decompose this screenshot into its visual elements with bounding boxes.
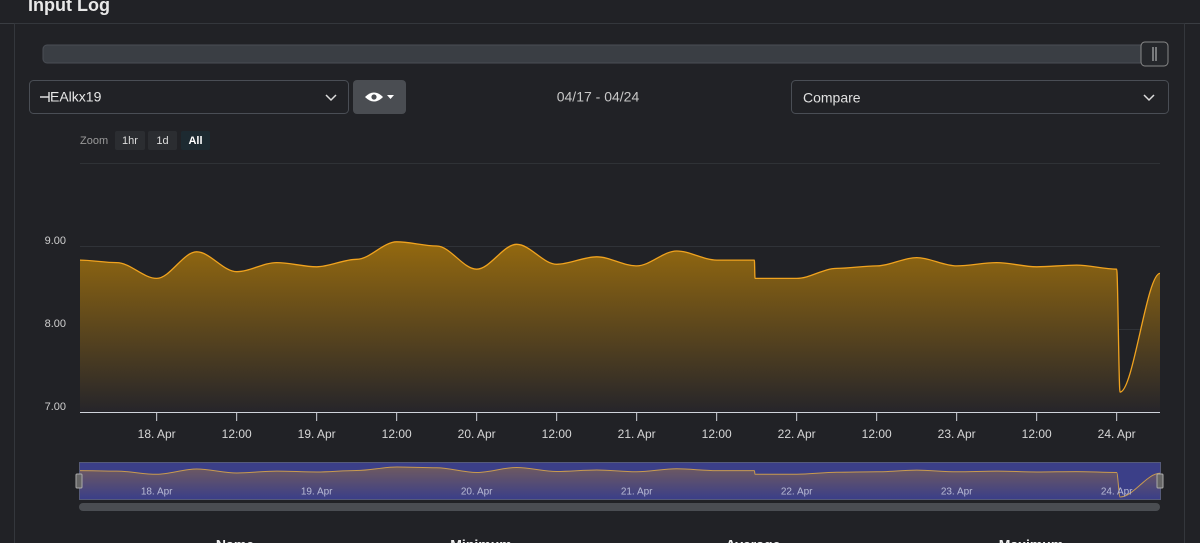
device-icon bbox=[40, 92, 50, 102]
navigator-label: 24. Apr bbox=[1101, 487, 1133, 498]
navigator-handle[interactable] bbox=[1156, 473, 1164, 489]
navigator-series: 18. Apr 19. Apr 20. Apr 21. Apr 22. Apr 23. A… bbox=[79, 466, 1161, 499]
navigator-line bbox=[79, 466, 1161, 498]
column-header: Maximum bbox=[999, 537, 1064, 543]
y-tick-label: 8.00 bbox=[45, 318, 66, 330]
navigator-handle[interactable] bbox=[75, 473, 83, 489]
x-tick-label: 18. Apr bbox=[138, 427, 176, 441]
plot: 7.00 8.00 9.00 18. Apr 12:00 19. Apr 12:00 20. … bbox=[45, 235, 1161, 441]
navigator-label: 18. Apr bbox=[141, 487, 173, 498]
x-tick-label: 21. Apr bbox=[618, 427, 656, 441]
series-line bbox=[79, 241, 1161, 393]
navigator-label: 21. Apr bbox=[621, 487, 653, 498]
scrollbar[interactable] bbox=[79, 503, 1160, 511]
slider-handle[interactable] bbox=[1140, 41, 1169, 67]
x-tick-label: 20. Apr bbox=[458, 427, 496, 441]
chevron bbox=[325, 94, 337, 102]
chevron bbox=[1143, 94, 1155, 102]
x-tick-label: 12:00 bbox=[222, 427, 252, 441]
x-tick-label: 12:00 bbox=[1022, 427, 1052, 441]
x-tick-label: 19. Apr bbox=[298, 427, 336, 441]
zoom-button[interactable] bbox=[115, 131, 145, 150]
range-slider[interactable] bbox=[42, 44, 1168, 64]
column-header: Name bbox=[216, 537, 254, 543]
device-select[interactable] bbox=[29, 80, 349, 114]
zoom-button[interactable] bbox=[181, 131, 210, 150]
date-range: 04/17 - 04/24 bbox=[557, 89, 640, 105]
x-tick-label: 22. Apr bbox=[778, 427, 816, 441]
x-tick-label: 23. Apr bbox=[938, 427, 976, 441]
device-name: EAlkx19 bbox=[50, 89, 102, 105]
column-header: Minimum bbox=[450, 537, 511, 543]
navigator-label: 20. Apr bbox=[461, 487, 493, 498]
x-tick-label: 12:00 bbox=[542, 427, 572, 441]
zoom-button[interactable] bbox=[148, 131, 177, 150]
x-tick-label: 12:00 bbox=[862, 427, 892, 441]
y-tick-label: 7.00 bbox=[45, 401, 66, 413]
navigator-label: 19. Apr bbox=[301, 487, 333, 498]
zoom-option: All bbox=[188, 135, 202, 147]
x-tick-label: 12:00 bbox=[702, 427, 732, 441]
x-tick-label: 24. Apr bbox=[1098, 427, 1136, 441]
compare-select[interactable] bbox=[791, 80, 1169, 114]
eye-pupil bbox=[371, 94, 377, 100]
navigator-label: 23. Apr bbox=[941, 487, 973, 498]
compare-label: Compare bbox=[803, 90, 861, 106]
panel bbox=[14, 23, 1185, 543]
stats-table-header: Name Minimum Average Maximum bbox=[216, 537, 1063, 543]
x-tick-label: 12:00 bbox=[382, 427, 412, 441]
page-title: Input Log bbox=[28, 0, 110, 15]
y-tick-label: 9.00 bbox=[45, 235, 66, 247]
navigator-label: 22. Apr bbox=[781, 487, 813, 498]
zoom-label: Zoom bbox=[80, 135, 108, 147]
column-header: Average bbox=[726, 537, 781, 543]
area-fill bbox=[80, 241, 1160, 412]
zoom-option: 1d bbox=[156, 135, 168, 147]
caret bbox=[387, 95, 394, 99]
zoom-group: 1hr 1d All bbox=[115, 131, 210, 150]
navigator-area bbox=[80, 467, 1160, 499]
zoom-option: 1hr bbox=[122, 135, 138, 147]
